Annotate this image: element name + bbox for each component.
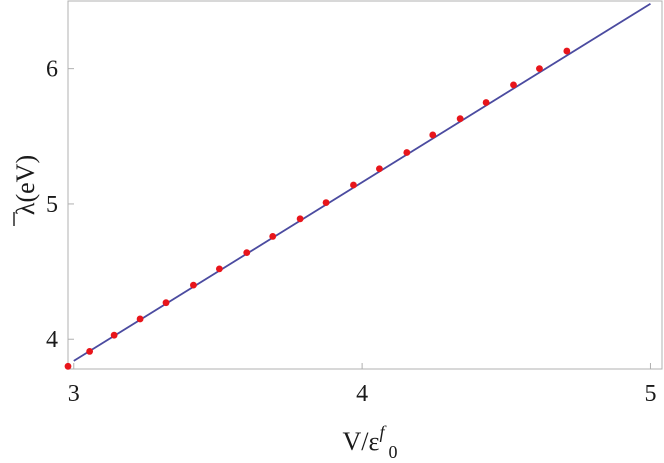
x-tick-label-2: 5: [644, 381, 656, 407]
y-axis-label-group: λ(eV): [11, 155, 40, 226]
x-axis-label: V/εf0: [343, 422, 398, 462]
data-series: [64, 2, 651, 370]
y-tick-label-1: 5: [46, 192, 58, 218]
y-axis-label: λ(eV): [11, 155, 40, 215]
data-point-7: [243, 249, 251, 257]
data-point-12: [376, 165, 383, 173]
data-point-0: [64, 362, 72, 370]
data-point-16: [482, 99, 490, 106]
data-point-2: [110, 331, 118, 339]
data-point-3: [136, 315, 144, 323]
data-point-9: [296, 215, 304, 223]
y-axis: 4 5 6: [46, 57, 74, 353]
data-point-8: [269, 233, 277, 240]
y-tick-label-0: 4: [46, 327, 58, 353]
data-point-19: [563, 47, 571, 55]
data-point-11: [350, 181, 357, 189]
data-point-1: [86, 348, 94, 355]
data-point-18: [536, 65, 543, 73]
x-axis: 3 4 5: [68, 363, 656, 407]
data-point-6: [215, 265, 223, 273]
y-tick-label-2: 6: [46, 57, 58, 83]
data-point-4: [162, 299, 170, 307]
data-point-5: [190, 281, 197, 289]
data-point-17: [510, 81, 517, 89]
data-point-10: [322, 199, 330, 206]
plot-frame: [67, 0, 663, 370]
data-point-15: [456, 115, 464, 123]
x-tick-label-0: 3: [68, 381, 80, 407]
x-tick-label-1: 4: [356, 381, 368, 407]
data-point-14: [429, 131, 437, 139]
data-point-13: [403, 149, 411, 156]
fit-line: [73, 2, 651, 362]
